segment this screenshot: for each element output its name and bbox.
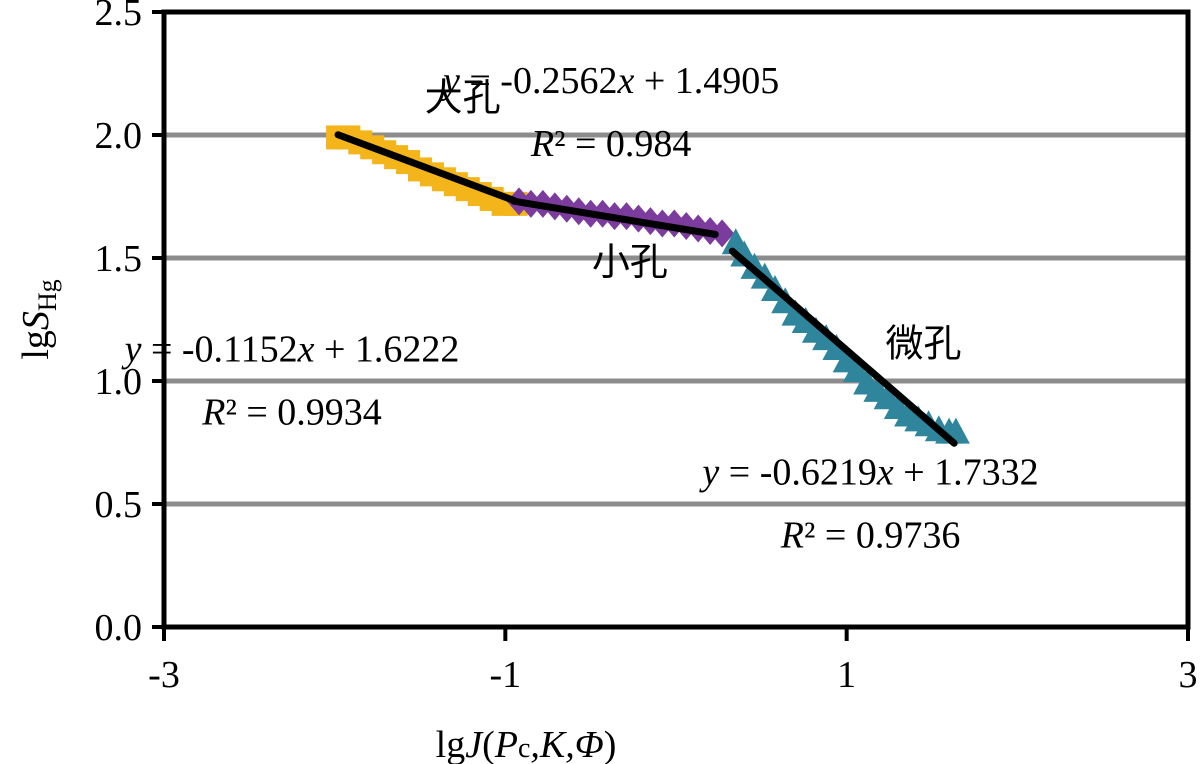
- y-tick-label: 1.5: [95, 238, 143, 280]
- grid-lines: [164, 132, 1188, 507]
- r-squared: R² = 0.9736: [780, 514, 961, 556]
- regression-equation: y = -0.6219x + 1.7332: [698, 451, 1038, 493]
- axis-ticks: 0.0 0.5 1.0 1.5 2.0 2.5 -3 -1 1 3: [95, 0, 1198, 696]
- regression-equation: y = -0.2562x + 1.4905: [439, 60, 779, 102]
- plot-border: [161, 9, 1191, 630]
- y-tick-label: 1.0: [95, 361, 143, 403]
- x-tick-label: -3: [148, 654, 180, 696]
- x-tick-label: 1: [837, 654, 856, 696]
- plot-area: [161, 9, 1191, 630]
- fit-line: [334, 131, 518, 204]
- fit-lines: [334, 131, 958, 447]
- x-axis-label: lgJ(Pc,K,Φ): [436, 724, 617, 764]
- data-point-diamond: [710, 219, 735, 248]
- r-squared: R² = 0.9934: [201, 391, 382, 433]
- zone-label: 小孔: [592, 240, 668, 284]
- fit-line: [728, 247, 958, 447]
- y-tick-label: 2.0: [95, 115, 143, 157]
- y-tick-label: 2.5: [95, 0, 143, 34]
- r-squared: R² = 0.984: [530, 123, 692, 165]
- x-tick-label: -1: [490, 654, 522, 696]
- y-axis-label: lgSHg: [15, 279, 62, 359]
- data-markers: [326, 125, 970, 444]
- regression-equation: y = -0.1152x + 1.6222: [121, 328, 460, 370]
- zone-label: 微孔: [885, 321, 961, 365]
- fit-line: [510, 197, 719, 238]
- y-tick-label: 0.5: [95, 484, 143, 526]
- y-tick-label: 0.0: [95, 607, 143, 649]
- zone-label: 大孔: [425, 75, 501, 119]
- x-tick-label: 3: [1179, 654, 1198, 696]
